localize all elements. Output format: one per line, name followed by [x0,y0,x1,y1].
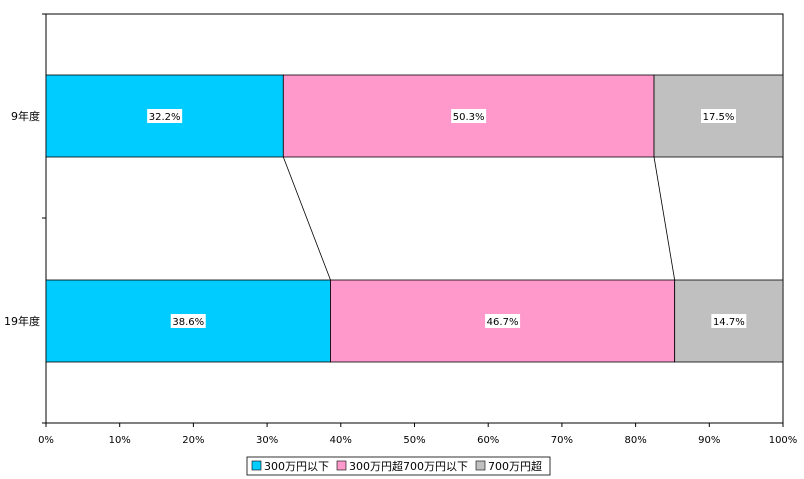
data-label-background [711,314,747,328]
data-label: 32.2% [149,112,181,123]
category-label: 19年度 [4,314,40,328]
x-tick-label: 30% [256,435,278,446]
legend-swatch [336,460,347,471]
data-label-background [451,109,487,123]
x-axis: 0% 10% 20% 30% 40% 50% 60% 70% 80% 90% 100% [38,423,797,446]
x-tick-label: 40% [330,435,352,446]
category-axis: 9年度 19年度 [4,13,46,424]
data-label-background [170,314,206,328]
x-tick-label: 10% [109,435,131,446]
data-label-background [701,109,737,123]
legend-label: 300万円超700万円以下 [349,459,468,473]
legend: 300万円以下 300万円超700万円以下 700万円超 [246,456,551,476]
series-line [653,156,676,281]
legend-label: 700万円超 [488,459,542,473]
data-label: 14.7% [713,317,745,328]
legend-box [246,456,551,476]
data-label: 46.7% [487,317,519,328]
series-line [282,156,331,281]
data-label: 50.3% [453,112,485,123]
legend-swatch [475,460,486,471]
data-label-background [485,314,521,328]
series-lines-layer [282,156,676,281]
data-label: 17.5% [703,112,735,123]
data-label-background [147,109,183,123]
x-tick-label: 70% [551,435,573,446]
x-tick-label: 80% [624,435,646,446]
x-tick-label: 100% [769,435,798,446]
x-tick-label: 90% [698,435,720,446]
legend-swatch [251,460,262,471]
bars-layer: 32.2% 50.3% 17.5% 38.6% 46.7% 14.7% [45,74,784,363]
category-label: 9年度 [11,109,40,123]
legend-label: 300万円以下 [264,460,329,473]
x-tick-label: 0% [38,435,54,446]
x-tick-label: 20% [182,435,204,446]
data-label: 38.6% [172,317,204,328]
x-tick-label: 60% [477,435,499,446]
x-tick-label: 50% [403,435,425,446]
